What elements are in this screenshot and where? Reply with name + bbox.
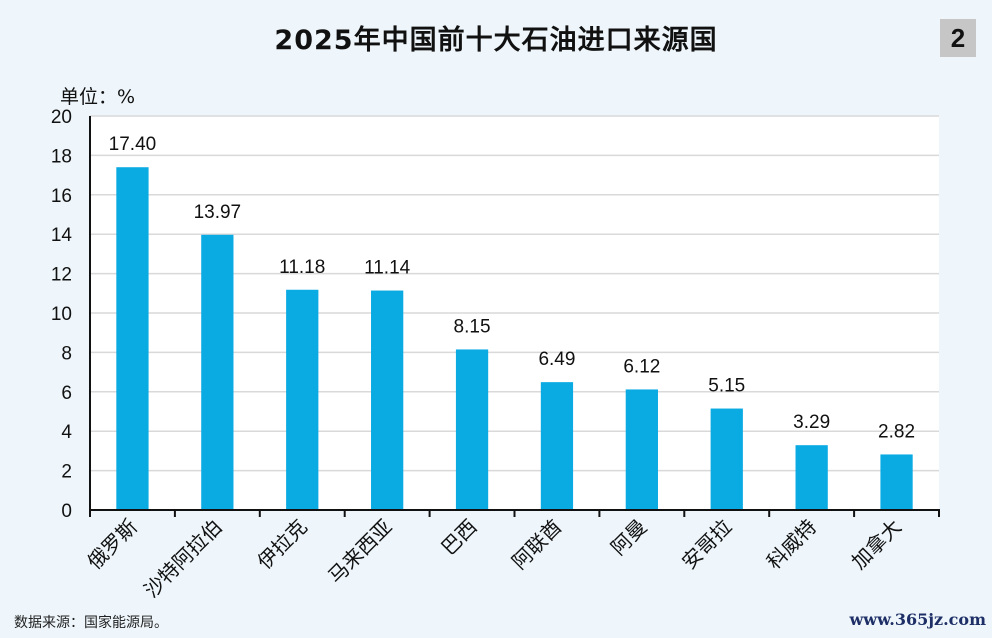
x-tick-label: 俄罗斯: [83, 515, 142, 574]
x-tick-label: 科威特: [762, 515, 821, 574]
unit-label: 单位：%: [60, 86, 136, 108]
bar: [371, 290, 404, 510]
value-label: 6.12: [623, 356, 660, 377]
y-tick-label: 20: [51, 107, 72, 128]
y-tick-label: 18: [51, 146, 72, 167]
y-tick-label: 6: [61, 383, 72, 404]
x-tick-label: 阿联酋: [507, 515, 566, 574]
chart-title: 2025年中国前十大石油进口来源国: [274, 25, 718, 56]
bar: [116, 167, 149, 510]
y-tick-label: 0: [61, 501, 72, 522]
bar: [201, 234, 234, 510]
axes: [89, 116, 940, 517]
value-label: 13.97: [194, 202, 242, 223]
bar: [710, 408, 743, 510]
bar: [625, 389, 658, 510]
value-label: 17.40: [109, 134, 157, 155]
x-tick-label: 沙特阿拉伯: [139, 515, 227, 603]
y-tick-labels: 0 2 4 6 8 10 12 14 16 18 20: [51, 107, 73, 522]
bars: [116, 167, 913, 510]
y-tick-label: 14: [51, 225, 73, 246]
value-label: 3.29: [793, 412, 830, 433]
x-tick-label: 巴西: [436, 515, 481, 560]
value-label: 11.18: [279, 257, 325, 278]
data-source-note: 数据来源：国家能源局。: [14, 615, 168, 631]
bar: [286, 289, 319, 510]
y-tick-label: 4: [61, 422, 72, 443]
value-label: 11.14: [364, 258, 411, 279]
figure-number-badge: 2: [940, 19, 976, 57]
y-tick-label: 10: [51, 304, 72, 325]
value-label: 2.82: [878, 421, 915, 442]
value-label: 5.15: [708, 376, 745, 397]
bar: [540, 382, 574, 510]
value-label: 8.15: [454, 316, 491, 337]
y-tick-label: 8: [61, 343, 72, 364]
y-tick-label: 16: [51, 186, 72, 207]
x-tick-label: 安哥拉: [677, 515, 736, 574]
value-label: 6.49: [538, 349, 575, 370]
x-tick-label: 阿曼: [606, 515, 651, 560]
watermark: www.365jz.com: [849, 610, 986, 629]
bar: [795, 445, 828, 510]
x-tick-label: 马来西亚: [323, 515, 397, 589]
bar: [455, 349, 489, 510]
x-tick-label: 伊拉克: [252, 515, 311, 574]
value-labels: 17.40 13.97 11.18 11.14 8.15 6.49 6.12 5.15 3.29…: [109, 134, 915, 442]
bar: [880, 454, 913, 510]
y-tick-label: 12: [51, 265, 72, 286]
x-tick-label: 加拿大: [847, 515, 906, 574]
y-tick-label: 2: [61, 462, 72, 483]
